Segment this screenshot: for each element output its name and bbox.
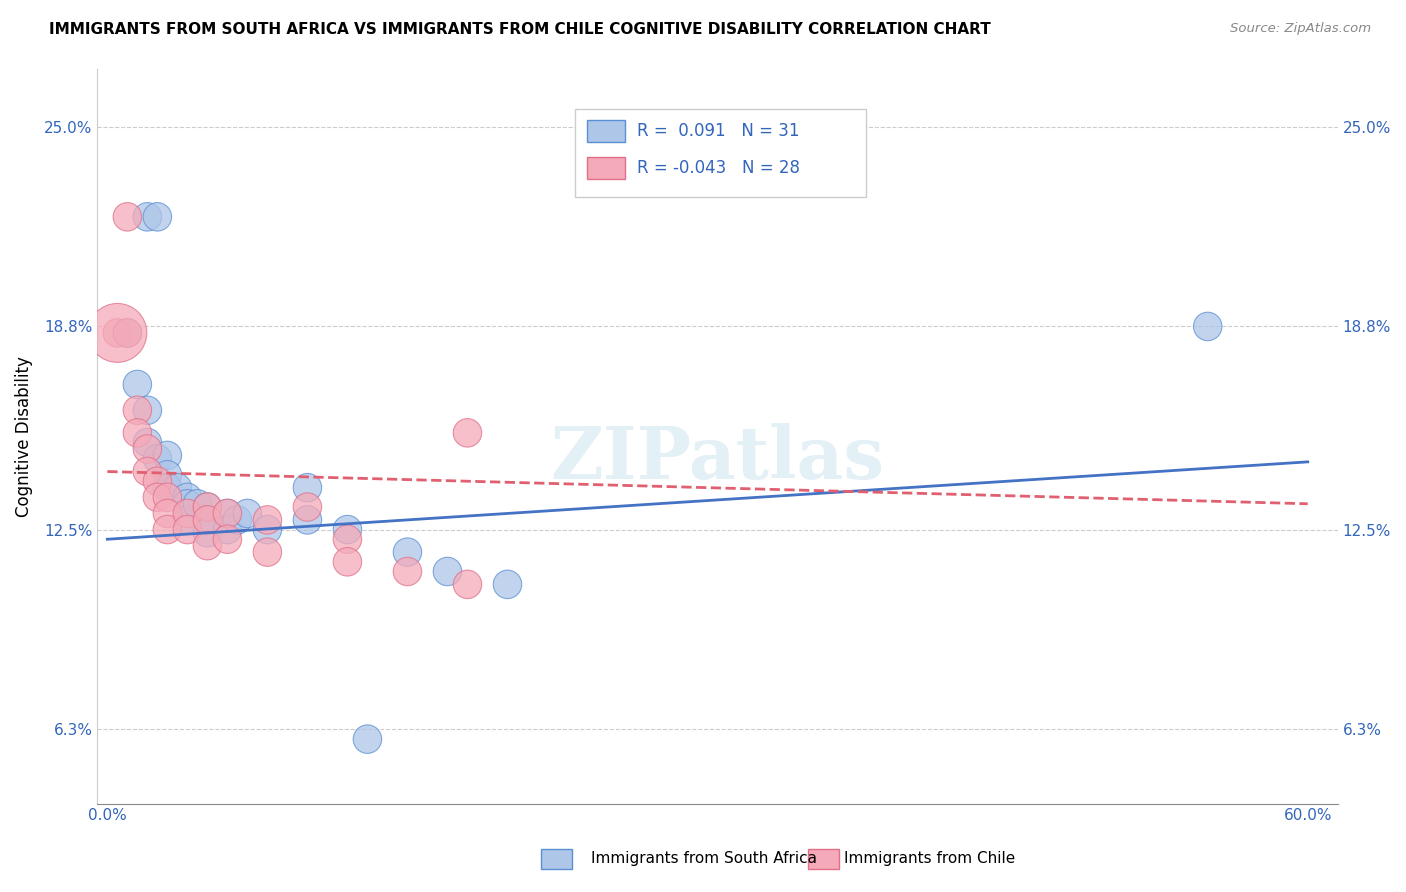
Point [136, 442, 159, 456]
Point [105, 326, 128, 340]
Point [156, 449, 179, 463]
Point [105, 326, 128, 340]
Text: Immigrants from Chile: Immigrants from Chile [844, 851, 1015, 865]
Point [336, 555, 359, 569]
Point [156, 523, 179, 537]
Point [146, 210, 169, 224]
Point [195, 525, 218, 540]
Point [146, 491, 169, 505]
Point [217, 507, 239, 521]
FancyBboxPatch shape [575, 109, 866, 197]
Point [117, 326, 139, 340]
Text: R = -0.043   N = 28: R = -0.043 N = 28 [637, 159, 800, 177]
Point [226, 513, 249, 527]
Y-axis label: Cognitive Disability: Cognitive Disability [15, 356, 32, 516]
Text: Immigrants from South Africa: Immigrants from South Africa [591, 851, 817, 865]
Point [356, 732, 378, 747]
Point [396, 545, 419, 559]
Text: R =  0.091   N = 31: R = 0.091 N = 31 [637, 122, 800, 140]
Point [156, 491, 179, 505]
Point [176, 491, 198, 505]
Point [136, 210, 159, 224]
Point [127, 377, 149, 392]
Point [456, 425, 478, 440]
Text: ZIPatlas: ZIPatlas [551, 423, 884, 493]
Bar [588, 157, 624, 178]
Point [117, 210, 139, 224]
Point [256, 513, 278, 527]
Point [195, 513, 218, 527]
Point [156, 481, 179, 495]
Point [297, 500, 319, 514]
Text: Source: ZipAtlas.com: Source: ZipAtlas.com [1230, 22, 1371, 36]
Point [396, 565, 419, 579]
Point [1197, 319, 1219, 334]
Point [456, 577, 478, 591]
Point [156, 467, 179, 482]
Point [186, 497, 208, 511]
Point [217, 533, 239, 547]
Point [297, 513, 319, 527]
Point [195, 539, 218, 553]
Point [436, 565, 458, 579]
Point [156, 507, 179, 521]
Point [256, 545, 278, 559]
Point [146, 451, 169, 466]
Text: IMMIGRANTS FROM SOUTH AFRICA VS IMMIGRANTS FROM CHILE COGNITIVE DISABILITY CORRE: IMMIGRANTS FROM SOUTH AFRICA VS IMMIGRAN… [49, 22, 991, 37]
Point [176, 523, 198, 537]
Point [146, 474, 169, 488]
Point [217, 507, 239, 521]
Point [127, 425, 149, 440]
Point [195, 500, 218, 514]
Point [136, 403, 159, 417]
Point [136, 435, 159, 450]
Point [336, 533, 359, 547]
Point [127, 403, 149, 417]
Point [236, 507, 259, 521]
Point [117, 326, 139, 340]
Point [176, 513, 198, 527]
Point [195, 500, 218, 514]
Point [217, 523, 239, 537]
Point [195, 513, 218, 527]
Point [176, 497, 198, 511]
Point [176, 507, 198, 521]
Point [256, 523, 278, 537]
Point [166, 481, 188, 495]
Point [496, 577, 519, 591]
Bar [588, 120, 624, 142]
Point [297, 481, 319, 495]
Point [336, 523, 359, 537]
Point [136, 465, 159, 479]
